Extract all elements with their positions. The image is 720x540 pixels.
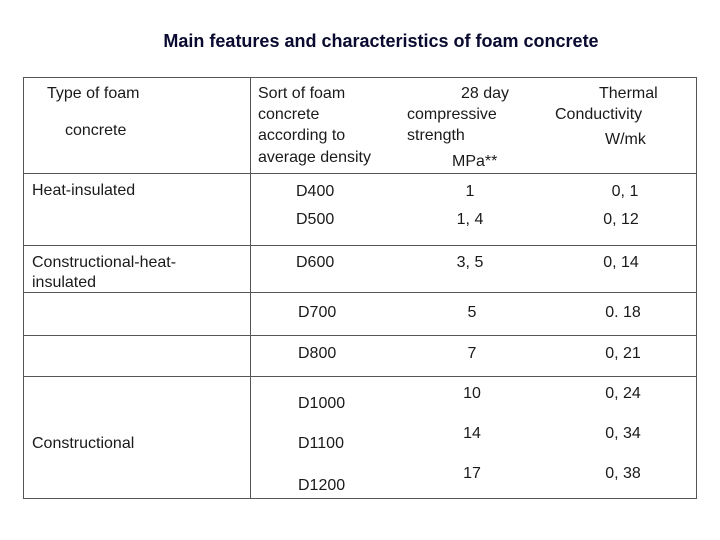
strength-cell: 1, 4 bbox=[456, 211, 484, 228]
strength-cell: 7 bbox=[467, 345, 477, 362]
row-divider bbox=[23, 292, 696, 293]
header-strength-line2: compressive bbox=[407, 106, 497, 123]
header-sort-line3: according to bbox=[258, 127, 346, 144]
grade-cell: D500 bbox=[296, 211, 335, 228]
type-constructional: Constructional bbox=[32, 435, 135, 452]
header-thermal-line3: W/mk bbox=[605, 131, 646, 148]
grade-cell: D1200 bbox=[298, 477, 346, 494]
header-sort-line1: Sort of foam bbox=[258, 85, 346, 102]
grade-cell: D800 bbox=[298, 345, 337, 362]
thermal-cell: 0, 21 bbox=[605, 345, 641, 362]
header-strength-line4: MPa** bbox=[452, 153, 498, 170]
grade-cell: D1000 bbox=[298, 395, 346, 412]
strength-cell: 14 bbox=[463, 425, 481, 442]
strength-cell: 3, 5 bbox=[456, 254, 484, 271]
type-constructional-heat-line2: insulated bbox=[32, 274, 97, 291]
row-divider bbox=[23, 335, 696, 336]
row-divider bbox=[23, 376, 696, 377]
thermal-cell: 0, 38 bbox=[605, 465, 641, 482]
strength-cell: 1 bbox=[465, 183, 475, 200]
thermal-cell: 0. 18 bbox=[605, 304, 641, 321]
thermal-cell: 0, 12 bbox=[603, 211, 639, 228]
header-strength-line3: strength bbox=[407, 127, 465, 144]
header-sort-line2: concrete bbox=[258, 106, 320, 123]
thermal-cell: 0, 14 bbox=[603, 254, 639, 271]
grade-cell: D400 bbox=[296, 183, 335, 200]
strength-cell: 17 bbox=[463, 465, 481, 482]
header-type-line2: concrete bbox=[65, 122, 127, 139]
col-divider bbox=[250, 77, 251, 498]
row-divider bbox=[23, 245, 696, 246]
header-thermal-line1: Thermal bbox=[599, 85, 658, 102]
type-constructional-heat-line1: Constructional-heat- bbox=[32, 254, 177, 271]
strength-cell: 10 bbox=[463, 385, 481, 402]
header-sort-line4: average density bbox=[258, 149, 371, 166]
header-type-line1: Type of foam bbox=[47, 85, 140, 102]
header-strength-line1: 28 day bbox=[461, 85, 510, 102]
grade-cell: D700 bbox=[298, 304, 337, 321]
thermal-cell: 0, 34 bbox=[605, 425, 641, 442]
thermal-cell: 0, 24 bbox=[605, 385, 641, 402]
header-thermal-line2: Conductivity bbox=[555, 106, 643, 123]
strength-cell: 5 bbox=[467, 304, 477, 321]
page-title: Main features and characteristics of foa… bbox=[163, 31, 599, 51]
grade-cell: D1100 bbox=[298, 435, 344, 452]
row-divider bbox=[23, 173, 696, 174]
thermal-cell: 0, 1 bbox=[611, 183, 639, 200]
table-border bbox=[23, 77, 697, 499]
grade-cell: D600 bbox=[296, 254, 335, 271]
type-heat-insulated: Heat-insulated bbox=[32, 182, 136, 199]
